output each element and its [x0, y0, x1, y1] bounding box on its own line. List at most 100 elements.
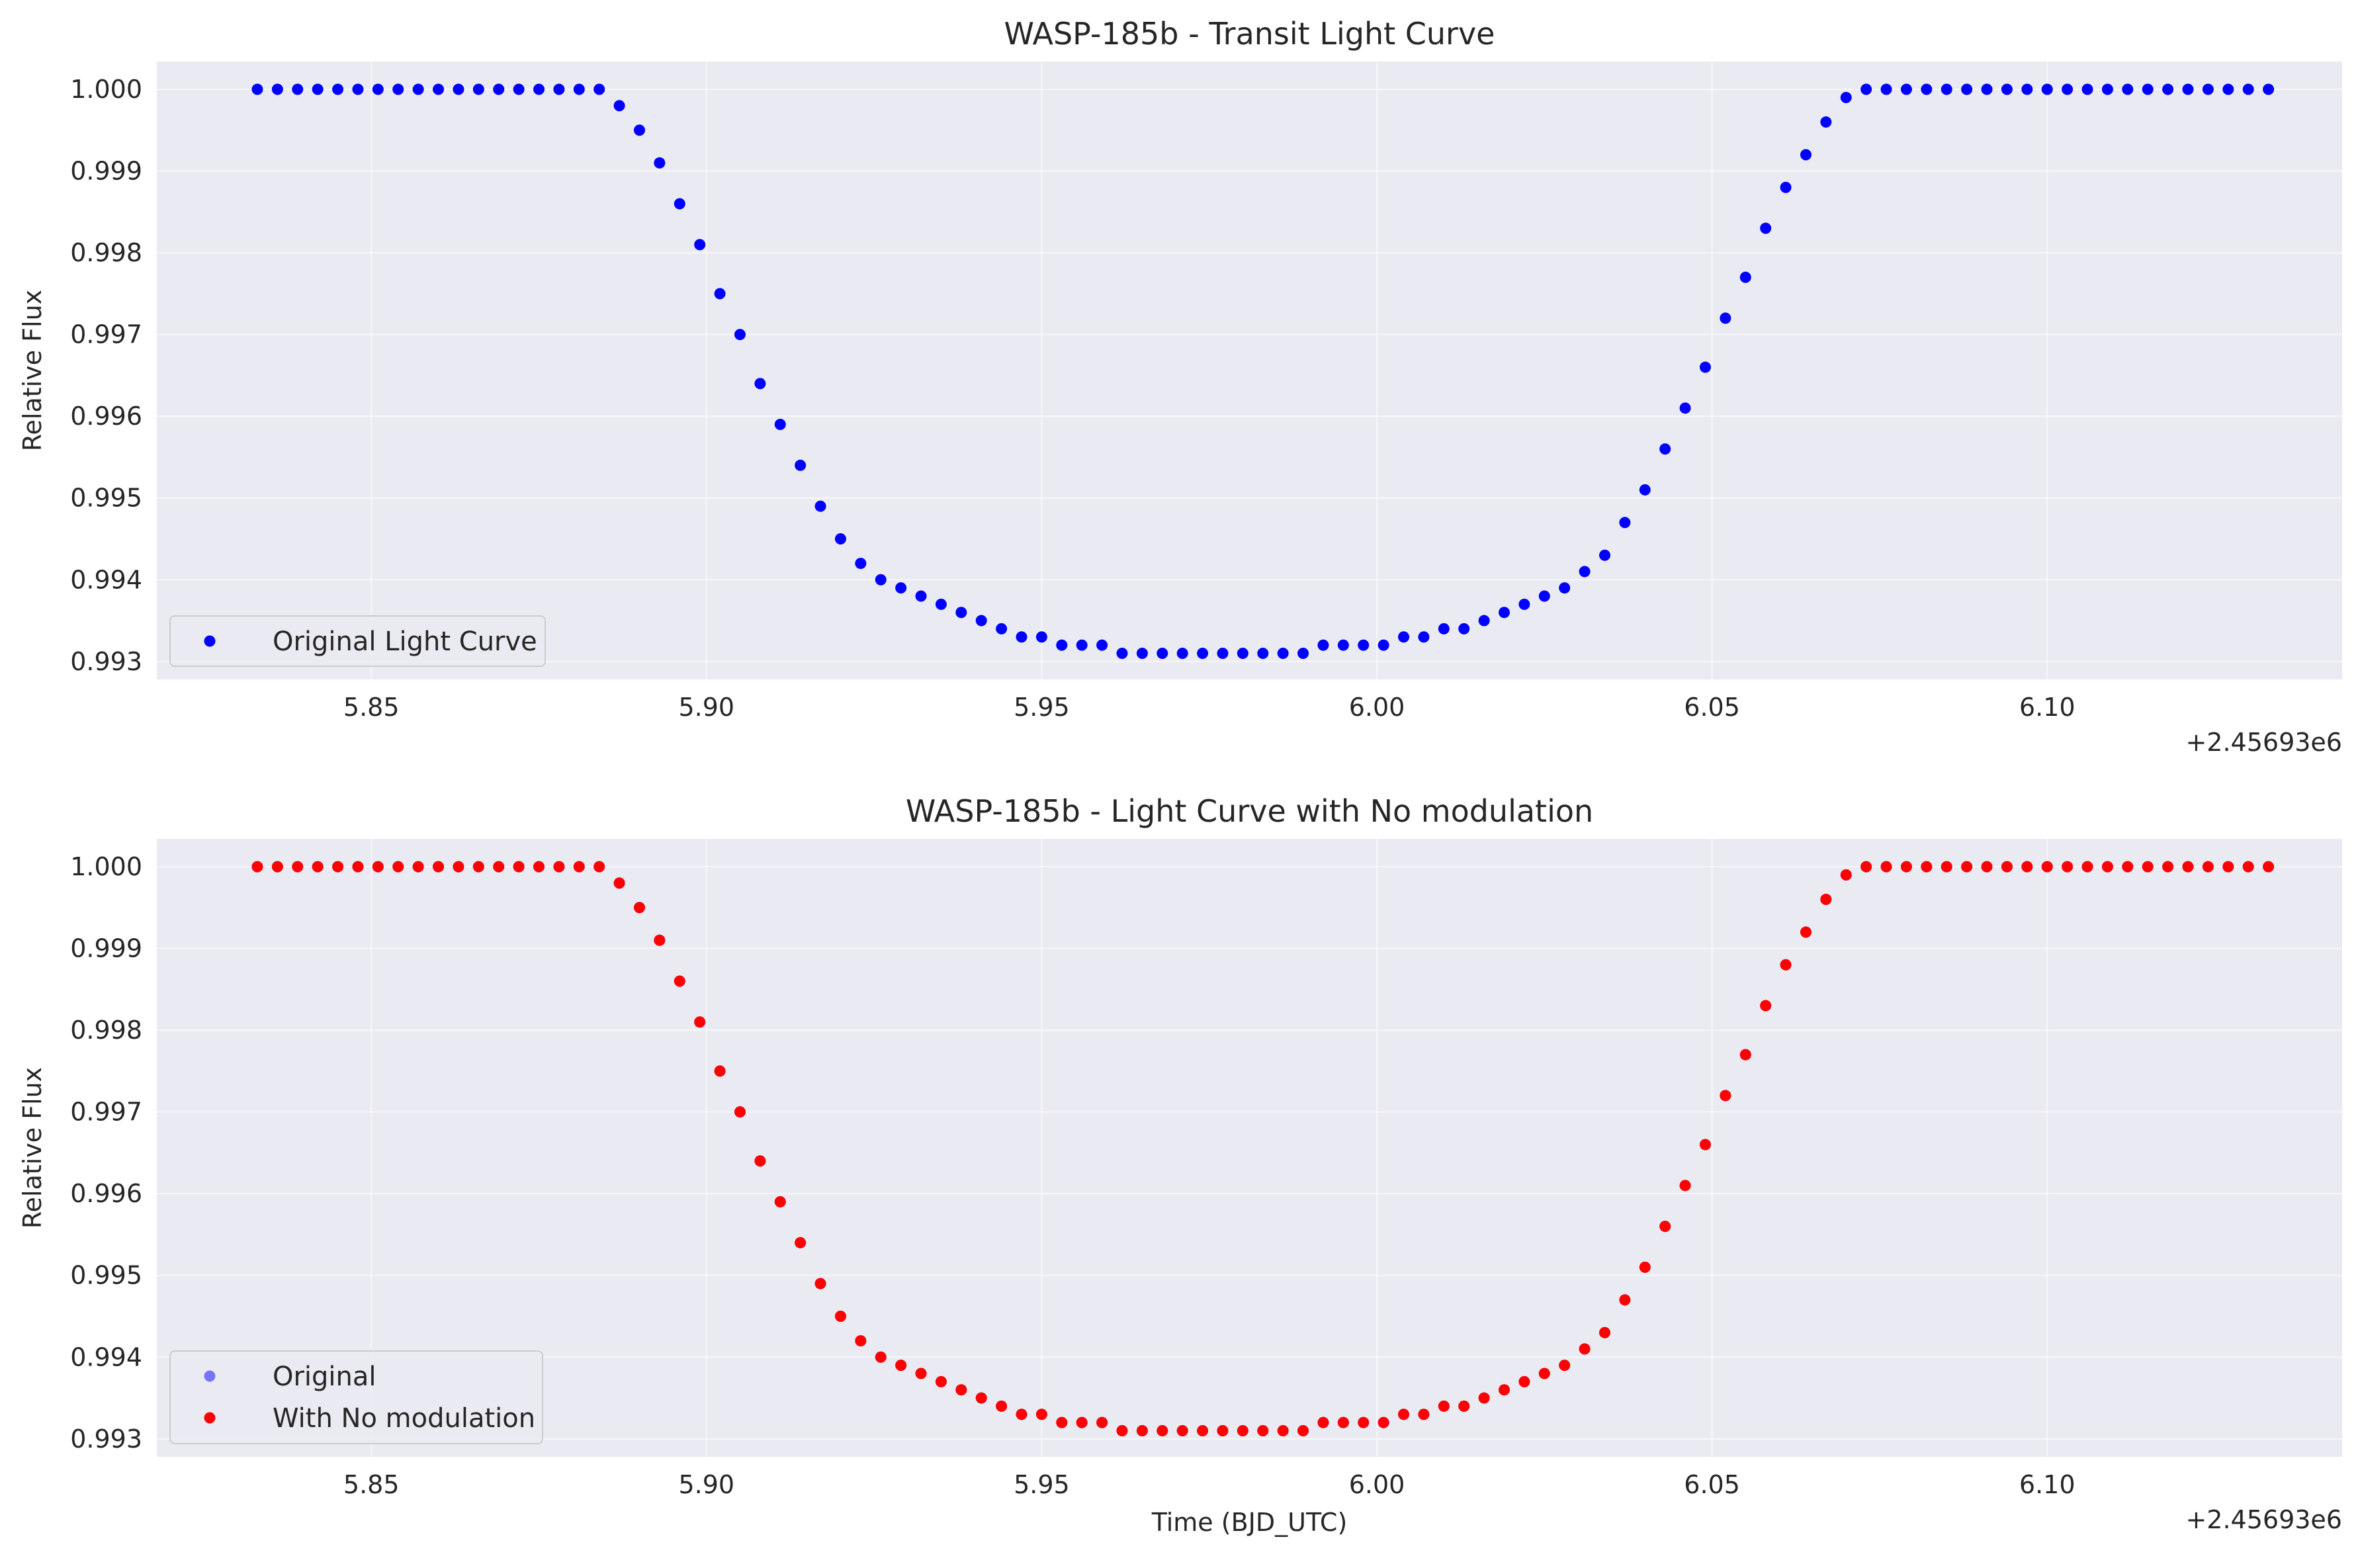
- data-point: [754, 1155, 766, 1167]
- data-point: [292, 861, 304, 873]
- data-point: [1297, 647, 1309, 659]
- data-point: [1598, 549, 1610, 561]
- data-point: [533, 83, 545, 95]
- x-tick-label: 6.05: [1684, 693, 1740, 722]
- data-point: [433, 83, 445, 95]
- data-point: [2122, 861, 2134, 873]
- data-point: [1820, 893, 1832, 905]
- data-point: [1860, 83, 1872, 95]
- data-point: [1961, 861, 1973, 873]
- data-point: [1739, 1049, 1751, 1061]
- data-point: [1880, 83, 1892, 95]
- data-point: [271, 861, 283, 873]
- data-point: [1458, 1400, 1470, 1412]
- data-point: [774, 419, 786, 431]
- data-point: [472, 83, 484, 95]
- y-tick-label: 0.996: [70, 1179, 142, 1208]
- y-tick-label: 0.996: [70, 402, 142, 431]
- y-tick-label: 0.995: [70, 484, 142, 513]
- data-point: [1096, 639, 1108, 651]
- data-point: [1780, 959, 1792, 971]
- data-point: [935, 1375, 947, 1387]
- data-point: [412, 83, 424, 95]
- data-point: [1800, 926, 1812, 938]
- legend-frame: [169, 615, 546, 667]
- data-point: [814, 500, 826, 512]
- data-point: [553, 83, 565, 95]
- data-point: [533, 861, 545, 873]
- data-point: [1659, 1221, 1671, 1233]
- data-point: [2081, 861, 2093, 873]
- x-tick-label: 5.85: [343, 693, 400, 722]
- y-tick-label: 0.999: [70, 157, 142, 186]
- data-point: [2101, 861, 2113, 873]
- chart-title: WASP-185b - Light Curve with No modulati…: [906, 793, 1593, 829]
- data-point: [1659, 443, 1671, 455]
- x-axis-label: Time (BJD_UTC): [1151, 1508, 1348, 1537]
- subplot-2: 5.85 5.90 5.95 6.00 6.05 6.10 0.993 0.994 0.995 0…: [18, 793, 2342, 1537]
- data-point: [1418, 631, 1430, 643]
- data-point: [2182, 861, 2194, 873]
- data-point: [1538, 590, 1550, 602]
- data-point: [1418, 1409, 1430, 1420]
- data-point: [2062, 83, 2074, 95]
- data-point: [1337, 1416, 1349, 1428]
- data-point: [1699, 1139, 1711, 1151]
- data-point: [734, 1106, 746, 1118]
- data-point: [996, 1400, 1008, 1412]
- data-point: [1780, 181, 1792, 193]
- data-point: [1056, 1416, 1068, 1428]
- data-point: [1981, 83, 1993, 95]
- data-point: [1880, 861, 1892, 873]
- data-point: [1337, 639, 1349, 651]
- x-tick-label: 5.90: [679, 693, 735, 722]
- data-point: [1739, 271, 1751, 283]
- data-point: [2021, 83, 2033, 95]
- y-tick-label: 0.993: [70, 1424, 142, 1454]
- data-point: [875, 574, 887, 586]
- data-point: [613, 100, 625, 112]
- data-point: [1438, 1400, 1450, 1412]
- data-point: [1961, 83, 1973, 95]
- data-point: [2081, 83, 2093, 95]
- data-point: [2101, 83, 2113, 95]
- x-offset-label: +2.45693e6: [2185, 728, 2342, 757]
- y-tick-label: 0.998: [70, 1016, 142, 1045]
- data-point: [1398, 1409, 1410, 1420]
- data-point: [472, 861, 484, 873]
- data-point: [1056, 639, 1068, 651]
- data-point: [1679, 402, 1691, 414]
- data-point: [1157, 1424, 1168, 1436]
- legend-frame: [169, 1350, 543, 1444]
- data-point: [2021, 861, 2033, 873]
- data-point: [1176, 1424, 1188, 1436]
- data-point: [2263, 83, 2275, 95]
- data-point: [1981, 861, 1993, 873]
- data-point: [1136, 1424, 1148, 1436]
- data-point: [975, 1392, 987, 1404]
- data-point: [2242, 861, 2254, 873]
- data-point: [674, 975, 685, 987]
- x-offset-label: +2.45693e6: [2185, 1505, 2342, 1534]
- data-point: [553, 861, 565, 873]
- data-point: [1176, 647, 1188, 659]
- data-point: [1035, 631, 1047, 643]
- data-point: [1840, 91, 1852, 103]
- data-point: [593, 83, 605, 95]
- data-point: [2041, 861, 2053, 873]
- data-point: [1358, 639, 1370, 651]
- data-point: [352, 83, 364, 95]
- data-point: [1257, 1424, 1269, 1436]
- data-point: [352, 861, 364, 873]
- data-point: [1720, 312, 1731, 324]
- data-point: [2202, 861, 2214, 873]
- data-point: [493, 83, 505, 95]
- data-point: [1579, 1343, 1591, 1355]
- data-point: [1619, 517, 1631, 529]
- x-tick-label: 6.00: [1349, 1470, 1405, 1499]
- data-point: [1720, 1090, 1731, 1102]
- data-point: [1499, 607, 1510, 619]
- data-point: [1076, 1416, 1088, 1428]
- y-axis-label: Relative Flux: [18, 290, 47, 451]
- data-point: [372, 861, 384, 873]
